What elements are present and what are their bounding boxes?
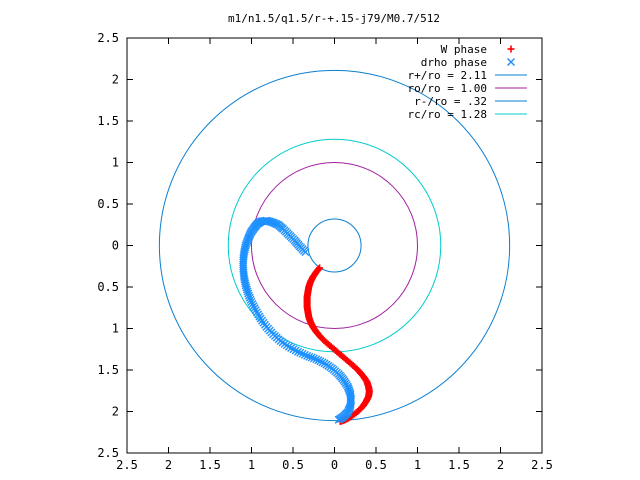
legend-label: drho phase [421,56,487,69]
drho-phase-point [307,353,316,362]
drho-phase-point [245,293,254,302]
y-tick-label: 2.5 [97,446,119,460]
legend-label: ro/ro = 1.00 [408,82,487,95]
drho-phase-point [248,300,257,309]
drho-phase-point [289,345,298,354]
x-tick-label: 2.5 [531,458,553,472]
drho-phase-point [249,302,258,311]
x-tick-label: 1.5 [199,458,221,472]
x-tick-label: 1.5 [448,458,470,472]
y-tick-label: 1.5 [97,363,119,377]
y-tick-label: 0.5 [97,197,119,211]
y-tick-label: 2 [112,405,119,419]
x-tick-label: 2 [497,458,504,472]
y-tick-label: 1 [112,322,119,336]
legend-symbol [507,45,515,53]
x-tick-label: 0 [331,458,338,472]
drho-phase-point [287,344,296,352]
phase-points [239,216,373,425]
drho-phase-point [291,346,300,355]
legend-label: rc/ro = 1.28 [408,108,487,121]
y-tick-label: 2 [112,73,119,87]
y-tick-label: 2.5 [97,31,119,45]
drho-phase-point [309,354,318,363]
drho-phase-point [314,356,323,365]
drho-phase-point [247,297,256,306]
drho-phase-point [244,289,253,298]
drho-phase-point [293,347,302,356]
drho-phase-point [305,352,314,361]
x-tick-label: 1 [248,458,255,472]
drho-phase-point [284,342,293,351]
y-tick-label: 0 [112,239,119,253]
drho-phase-point [318,358,327,367]
drho-phase-point [250,304,259,313]
legend-label: W phase [441,43,487,56]
circle-series-3 [251,162,418,329]
y-tick-label: 0.5 [97,280,119,294]
drho-phase-point [303,351,312,360]
legend-symbol [507,58,515,66]
circle-series-2 [158,69,511,422]
x-tick-label: 0.5 [365,458,387,472]
drho-phase-point [312,355,321,364]
x-tick-label: 2 [165,458,172,472]
legend-label: r-/ro = .32 [414,95,487,108]
drho-phase-point [296,348,305,357]
drho-phase-point [298,349,307,358]
legend-label: r+/ro = 2.11 [408,69,487,82]
drho-phase-point [316,357,325,366]
chart-title: m1/n1.5/q1.5/r-+.15-j79/M0.7/512 [228,12,440,25]
drho-phase-point [246,295,255,304]
drho-phase-point [334,415,343,424]
x-tick-label: 2.5 [116,458,138,472]
x-tick-label: 1 [414,458,421,472]
axis-ticks: 2.5 2 1.5 1 0.5 0 0.5 1 1.5 2 2.52.521.510.500.511… [97,31,553,472]
circle-series-4 [307,218,362,273]
y-tick-label: 1.5 [97,114,119,128]
x-tick-label: 0.5 [282,458,304,472]
drho-phase-point [245,291,254,300]
y-tick-label: 1 [112,156,119,170]
drho-phase-point [300,350,309,359]
